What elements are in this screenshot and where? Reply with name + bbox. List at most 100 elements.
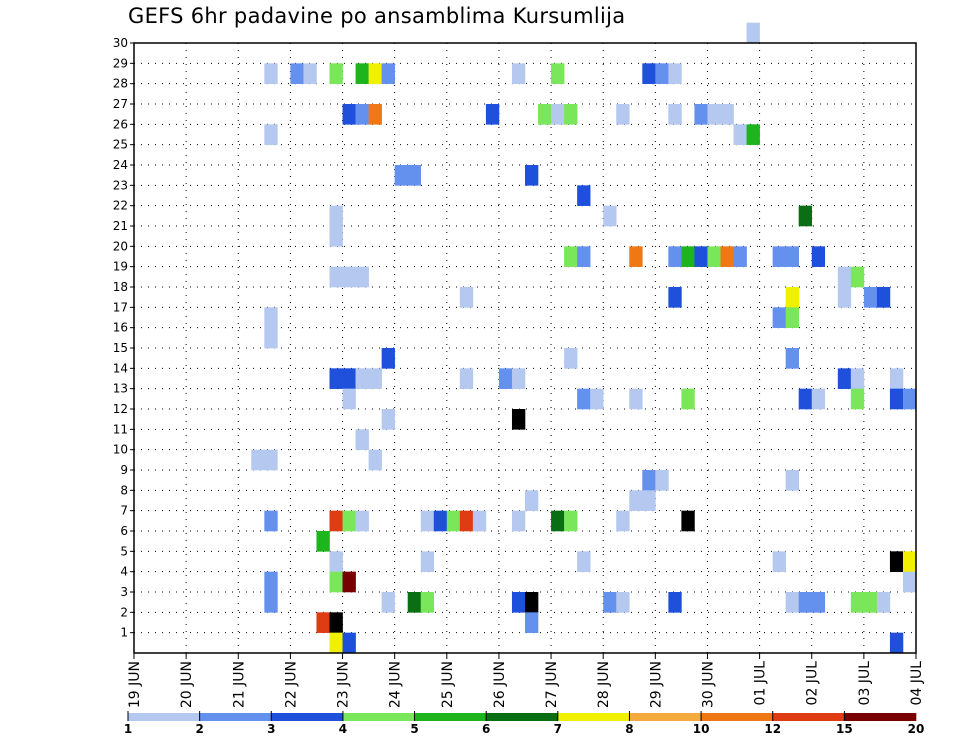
precip-cell	[538, 104, 552, 125]
precip-cell	[342, 632, 356, 654]
precip-cell	[616, 592, 630, 613]
y-tick-label: 8	[120, 483, 128, 497]
x-tick-label: 28 JUN	[596, 661, 612, 708]
precip-cell	[889, 551, 904, 572]
precip-cell	[525, 165, 539, 186]
precip-cell	[655, 470, 669, 491]
precip-cell	[329, 266, 343, 288]
y-tick-label: 17	[113, 300, 128, 314]
precip-cell	[355, 63, 369, 84]
precip-cell	[668, 246, 682, 267]
precip-cell	[329, 551, 343, 572]
precip-cell	[459, 287, 474, 308]
x-tick-label: 29 JUN	[648, 661, 664, 708]
precip-cell	[329, 226, 343, 247]
precip-cell	[811, 592, 826, 613]
precip-cell	[329, 571, 343, 593]
precip-cell	[342, 510, 356, 532]
precip-cell	[329, 632, 343, 654]
legend-swatch	[844, 713, 917, 721]
precip-cell	[850, 592, 865, 613]
precip-cell	[329, 368, 343, 389]
y-axis: 1234567891011121314151617181920212223242…	[113, 36, 134, 640]
precip-cell	[733, 124, 747, 145]
precip-cell	[785, 470, 799, 491]
precip-cell	[485, 104, 500, 125]
precip-cell	[707, 246, 721, 267]
precip-cell	[577, 388, 591, 410]
y-tick-label: 11	[113, 422, 128, 436]
precip-cell	[329, 63, 343, 84]
precip-cell	[264, 571, 278, 593]
precip-cell	[668, 287, 682, 308]
precip-cell	[355, 266, 369, 288]
precip-cell	[811, 246, 826, 267]
x-tick-label: 19 JUN	[127, 661, 143, 708]
precip-cell	[498, 368, 513, 389]
legend-label: 5	[410, 722, 418, 736]
precip-cell	[616, 510, 630, 532]
precip-cell	[355, 510, 369, 532]
precip-cell	[316, 612, 330, 633]
precip-cell	[785, 307, 799, 328]
y-tick-label: 13	[113, 382, 128, 396]
precip-cell	[329, 205, 343, 227]
precip-cell	[264, 307, 278, 328]
legend-label: 1	[124, 722, 132, 736]
chart-title: GEFS 6hr padavine po ansamblima Kursumli…	[128, 4, 626, 28]
precip-cell	[368, 63, 382, 84]
precip-cell	[407, 592, 422, 613]
precip-cell	[381, 592, 395, 613]
precip-cell	[798, 388, 813, 410]
precip-cell	[876, 287, 891, 308]
precip-cell	[850, 266, 865, 288]
precip-cell	[668, 592, 682, 613]
precip-cell	[381, 348, 395, 369]
precip-cell	[329, 612, 343, 633]
precip-cell	[577, 246, 591, 267]
legend-swatch	[342, 713, 415, 721]
precip-cell	[551, 510, 565, 532]
precip-cell	[629, 490, 643, 511]
precip-cell	[681, 246, 695, 267]
y-tick-label: 30	[113, 36, 128, 50]
precip-cell	[342, 388, 356, 410]
precip-cell	[264, 592, 278, 613]
y-tick-label: 19	[113, 260, 128, 274]
precip-cell	[264, 449, 278, 471]
x-tick-label: 03 JUL	[857, 661, 873, 706]
precip-cell	[850, 368, 865, 389]
legend-swatch	[772, 713, 845, 721]
precip-cell	[564, 104, 578, 125]
x-tick-label: 21 JUN	[231, 661, 247, 708]
precip-cell	[642, 470, 656, 491]
y-tick-label: 27	[113, 97, 128, 111]
precip-cell	[551, 63, 565, 84]
x-tick-label: 26 JUN	[492, 661, 508, 708]
precip-cell	[863, 592, 878, 613]
x-tick-label: 01 JUL	[753, 661, 769, 706]
precip-cell	[629, 246, 643, 267]
precip-cell	[342, 104, 356, 125]
precip-cell	[785, 592, 799, 613]
precip-cell	[902, 551, 917, 572]
precip-cell	[355, 368, 369, 389]
precip-cell	[329, 510, 343, 532]
precip-cell	[511, 592, 526, 613]
legend-swatch	[199, 713, 272, 721]
precip-cell	[798, 205, 813, 227]
y-tick-label: 25	[113, 138, 128, 152]
precip-cell	[342, 368, 356, 389]
x-tick-label: 25 JUN	[440, 661, 456, 708]
x-tick-label: 23 JUN	[336, 661, 352, 708]
precip-cell	[746, 124, 760, 145]
precip-cell	[798, 592, 813, 613]
legend-label: 4	[339, 722, 347, 736]
precip-cell	[720, 104, 734, 125]
precip-cell	[472, 510, 487, 532]
x-tick-label: 04 JUL	[909, 661, 925, 706]
precip-cell	[837, 266, 852, 288]
x-tick-label: 20 JUN	[179, 661, 195, 708]
legend-swatch	[557, 713, 630, 721]
